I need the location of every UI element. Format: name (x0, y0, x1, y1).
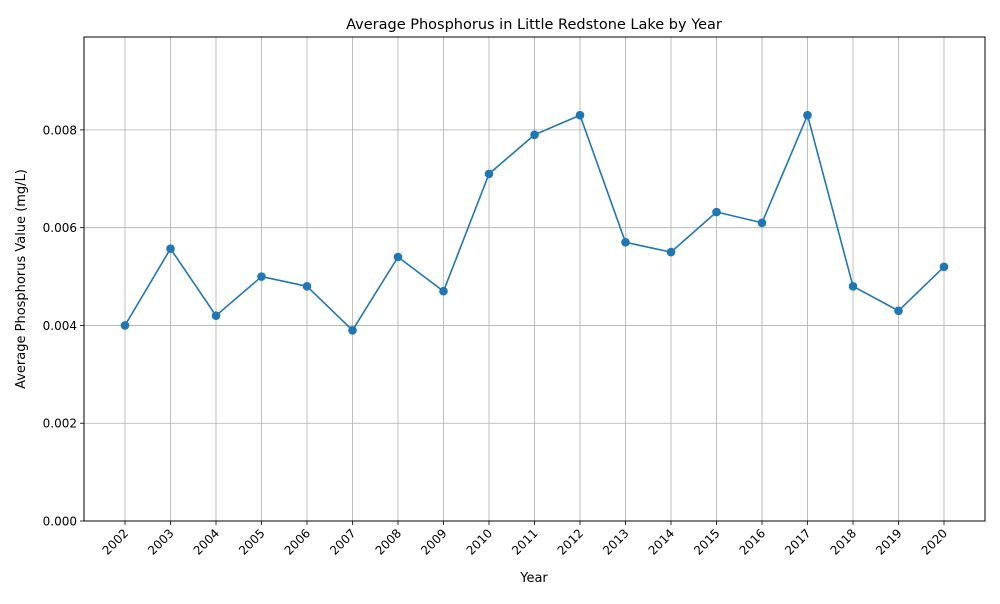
data-point-2015 (712, 207, 721, 217)
x-tick-label: 2016 (737, 526, 768, 557)
data-point-2017 (803, 110, 812, 120)
data-point-2010 (484, 169, 494, 179)
data-points (120, 110, 949, 335)
x-tick-label: 2014 (646, 526, 677, 557)
data-point-2008 (393, 252, 403, 262)
chart-title: Average Phosphorus in Little Redstone La… (346, 17, 722, 33)
y-tick-label: 0.008 (43, 123, 77, 137)
x-tick-label: 2010 (464, 526, 495, 557)
x-tick-label: 2007 (327, 526, 358, 557)
x-tick-label: 2017 (782, 526, 813, 557)
grid-lines (84, 37, 985, 522)
x-tick-label: 2013 (600, 526, 631, 557)
x-tick-label: 2008 (373, 526, 404, 557)
data-point-2002 (120, 321, 130, 330)
data-point-2003 (166, 244, 175, 253)
data-point-2012 (575, 110, 585, 120)
data-point-2009 (439, 286, 448, 296)
data-point-2016 (757, 218, 767, 228)
y-tick-label: 0.002 (43, 417, 77, 431)
x-tick-label: 2012 (555, 526, 586, 557)
data-point-2007 (348, 326, 357, 335)
x-tick-label: 2009 (418, 526, 449, 557)
x-tick-label: 2005 (236, 526, 267, 557)
x-tick-label: 2011 (509, 526, 540, 557)
x-tick-label: 2015 (691, 526, 722, 557)
x-axis-ticks: 2002 2003 2004 2005 2006 2007 2008 2009 2010 2011… (100, 521, 950, 558)
data-point-2006 (302, 282, 312, 291)
y-tick-label: 0.006 (43, 221, 77, 235)
x-tick-label: 2018 (828, 526, 859, 557)
x-tick-label: 2019 (873, 526, 904, 557)
data-point-2014 (666, 247, 676, 257)
y-axis-ticks: 0.000 0.002 0.004 0.006 0.008 (43, 123, 84, 529)
x-tick-label: 2002 (100, 526, 131, 557)
data-point-2018 (848, 282, 858, 291)
data-point-2013 (621, 238, 630, 247)
data-point-2005 (257, 272, 266, 281)
x-axis-label: Year (519, 571, 548, 586)
y-axis-label: Average Phosphorus Value (mg/L) (14, 169, 29, 389)
data-point-2004 (211, 311, 221, 320)
y-tick-label: 0.000 (43, 515, 77, 529)
x-tick-label: 2004 (191, 526, 222, 557)
data-point-2011 (530, 130, 539, 140)
data-point-2020 (939, 262, 949, 272)
y-tick-label: 0.004 (43, 319, 77, 333)
data-point-2019 (894, 306, 903, 316)
x-tick-label: 2003 (145, 526, 176, 557)
x-tick-label: 2006 (282, 526, 313, 557)
x-tick-label: 2020 (919, 526, 950, 557)
